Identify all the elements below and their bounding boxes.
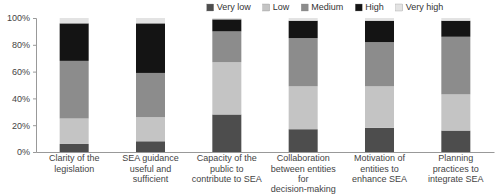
tick: Capacity of thepublic tocontribute to SE… (192, 152, 262, 184)
plot: 0% 20% 40% 60% 80% 100% Clarity of thelegislat… (7, 13, 495, 194)
tick: 80% (12, 40, 36, 50)
tick-mark (33, 72, 36, 73)
tick-mark (33, 98, 36, 99)
bar-segment (136, 117, 165, 141)
legend-label: Very high (406, 2, 444, 12)
bar-segment (60, 144, 89, 152)
category-label: Capacity of thepublic tocontribute to SE… (192, 153, 262, 184)
bar-segment (441, 21, 470, 37)
tick-label: 100% (7, 13, 30, 23)
y-axis: 0% 20% 40% 60% 80% 100% (7, 13, 37, 157)
tick-mark (33, 45, 36, 46)
legend-label: High (365, 2, 384, 12)
bar-segment (365, 128, 394, 152)
tick-mark (33, 125, 36, 126)
bar-segment (289, 129, 318, 152)
tick-mark (33, 152, 36, 153)
bar-segment (441, 94, 470, 130)
category-label: Planningpractices tointegrate SEA (428, 153, 484, 184)
legend-swatch (355, 4, 362, 11)
bar-segment (365, 21, 394, 42)
bar-segment (441, 18, 470, 21)
legend-label: Very low (217, 2, 252, 12)
chart: 0% 20% 40% 60% 80% 100% Clarity of thelegislat… (0, 0, 500, 196)
tick: 40% (12, 94, 36, 104)
axis-line (37, 152, 495, 153)
bar-segment (60, 61, 89, 119)
tick-label: 80% (12, 40, 30, 50)
legend-item: High (355, 2, 384, 12)
legend-item: Very low (207, 2, 252, 12)
bar-segment (60, 23, 89, 61)
tick-label: 60% (12, 67, 30, 77)
tick-label: 40% (12, 94, 30, 104)
bar-segment (365, 86, 394, 128)
category-label: Clarity of thelegislation (49, 153, 100, 173)
bar-segment (441, 37, 470, 95)
bar-segment (212, 62, 241, 114)
tick-label: 0% (17, 147, 30, 157)
bar-segment (289, 86, 318, 129)
legend-swatch (301, 4, 308, 11)
bar-segment (136, 23, 165, 73)
axis-line (33, 19, 37, 153)
legend-swatch (396, 4, 403, 11)
legend-item: Very high (396, 2, 444, 12)
bar-segment (289, 21, 318, 38)
tick-label: 20% (12, 121, 30, 131)
category-label: SEA guidanceuseful andsufficient (122, 153, 179, 184)
tick: SEA guidanceuseful andsufficient (122, 152, 179, 184)
x-axis: Clarity of thelegislation SEA guidanceuse… (37, 152, 495, 194)
legend: Very low Low Medium High Very high (207, 2, 444, 12)
tick: 60% (12, 67, 36, 77)
tick: 100% (7, 13, 36, 23)
legend-item: Medium (301, 2, 343, 12)
tick: Planningpractices tointegrate SEA (428, 152, 484, 184)
category-label: Motivation ofentities toenhance SEA (352, 153, 407, 184)
tick: Clarity of thelegislation (49, 152, 100, 174)
bar-segment (136, 141, 165, 152)
tick: Collaborationbetween entitiesfordecision… (271, 152, 337, 194)
legend-label: Medium (311, 2, 343, 12)
category-label: Collaborationbetween entitiesfordecision… (271, 153, 337, 194)
bar-segment (441, 131, 470, 152)
legend-label: Low (273, 2, 290, 12)
bar-segment (365, 18, 394, 21)
bar-segment (212, 18, 241, 19)
bar-segment (289, 18, 318, 21)
legend-swatch (263, 4, 270, 11)
legend-swatch (207, 4, 214, 11)
bar-segment (365, 42, 394, 86)
legend-item: Low (263, 2, 290, 12)
bar-segment (212, 114, 241, 152)
bars (60, 18, 471, 152)
bar-segment (136, 73, 165, 117)
bar-segment (60, 18, 89, 23)
bar-segment (136, 18, 165, 23)
tick: 0% (17, 147, 36, 157)
bar-segment (60, 119, 89, 144)
tick: Motivation ofentities toenhance SEA (352, 152, 407, 184)
bar-segment (212, 31, 241, 62)
tick: 20% (12, 121, 36, 131)
bar-segment (289, 38, 318, 86)
tick-mark (33, 18, 36, 19)
bar-segment (212, 19, 241, 31)
